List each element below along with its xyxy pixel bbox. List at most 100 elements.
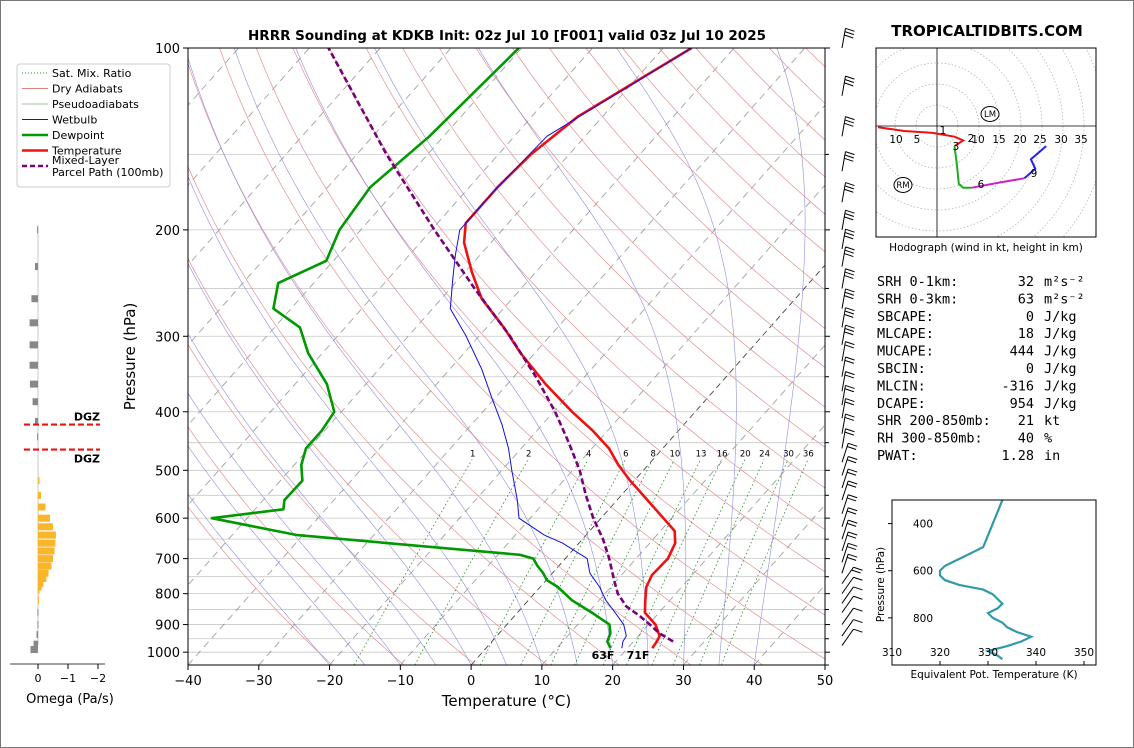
wind-barb-shaft <box>841 480 849 501</box>
wind-barb-flag <box>848 468 858 473</box>
wind-barb-flag <box>844 34 854 39</box>
omega-bar <box>38 514 50 522</box>
wind-barb-shaft <box>841 494 849 514</box>
hodograph-ring-label: 5 <box>914 134 921 146</box>
wind-barb-shaft <box>841 576 854 594</box>
mixing-ratio-label: 36 <box>803 450 814 460</box>
legend-label-line: Wetbulb <box>52 114 97 127</box>
x-tick-label: 30 <box>675 674 692 689</box>
dry-adiabat <box>439 48 825 448</box>
theta-e-x-label: Equivalent Pot. Temperature (K) <box>910 669 1077 681</box>
wind-barb-flag <box>844 119 855 124</box>
y-tick-label: 900 <box>155 619 180 634</box>
omega-bar <box>38 477 40 485</box>
surface-temp-label: 71F <box>627 649 650 662</box>
wind-barb-flag <box>844 79 855 83</box>
theta-e-panel: 310 320 330 340 350 400 600 800 Equivalent Pot. … <box>875 499 1097 681</box>
dry-adiabat <box>188 343 476 665</box>
wind-barb-shaft <box>841 519 849 540</box>
omega-bar <box>38 547 55 555</box>
theta-e-x-tick-label: 330 <box>978 647 998 659</box>
wind-barb-shaft <box>841 341 846 362</box>
wind-barb-shaft <box>841 398 846 419</box>
pseudoadiabat <box>188 493 330 665</box>
wind-barb-flag <box>845 209 855 214</box>
mixing-ratio-label: 30 <box>783 450 794 460</box>
wind-barb-flag <box>848 553 858 558</box>
wind-barb-shaft <box>841 468 849 489</box>
wind-barb-shaft <box>841 116 846 137</box>
omega-bar <box>33 640 38 648</box>
y-tick-label: 700 <box>155 553 180 568</box>
wind-barb-flag <box>844 122 854 127</box>
theta-e-x-tick-label: 310 <box>882 647 902 659</box>
wind-barb-flag <box>845 384 855 389</box>
dry-adiabat <box>329 48 825 573</box>
omega-bar <box>29 361 38 369</box>
wind-barb-flag <box>844 232 855 236</box>
wind-barb-flag <box>846 459 857 464</box>
x-tick-label: −30 <box>245 674 272 689</box>
wind-barb-flag <box>848 542 858 547</box>
wind-barb-flag <box>848 442 858 447</box>
wind-barb-shaft <box>841 28 846 49</box>
wind-barb-shaft <box>841 554 849 574</box>
pseudoadiabat <box>753 48 806 665</box>
omega-bar <box>38 580 44 588</box>
wind-barb-shaft <box>841 628 854 646</box>
hodograph-ring-label: 35 <box>1074 134 1087 146</box>
wind-barb-flag <box>851 569 861 574</box>
param-unit: % <box>1044 431 1052 447</box>
dgz-label: DGZ <box>74 411 100 424</box>
omega-bar <box>38 531 56 539</box>
hodograph-frame <box>875 47 1097 238</box>
wind-barb-flag <box>846 483 857 488</box>
wind-barb-shaft <box>841 371 846 392</box>
hodograph-panel: 10 5 10 15 20 25 30 35 1 23 6 9 LM RM Hodograph (wind … <box>875 47 1097 254</box>
omega-tick-label: −1 <box>60 672 76 685</box>
hodograph-ring-label: 10 <box>971 134 984 146</box>
isotherm-line <box>188 48 664 586</box>
theta-e-line <box>938 500 1035 660</box>
isotherm-line <box>188 48 523 426</box>
wind-barb-flag <box>845 324 855 329</box>
param-label: SBCAPE: <box>877 309 934 325</box>
dry-adiabat <box>292 48 825 616</box>
isotherm-line <box>188 48 593 506</box>
wind-barb-shaft <box>841 151 846 172</box>
wind-barb-flag <box>848 480 858 485</box>
pseudoadiabat <box>188 333 436 665</box>
mixing-ratio-label: 16 <box>717 450 728 460</box>
hodograph-height-label: 6 <box>978 179 985 191</box>
legend-label-line: Dewpoint <box>52 129 105 142</box>
legend-label: Mixed-Layer Parcel Path (100mb) <box>52 154 163 179</box>
wind-barbs <box>841 27 863 646</box>
param-label: MUCAPE: <box>877 344 934 360</box>
omega-bar <box>29 341 38 349</box>
legend-label: Temperature <box>51 145 122 158</box>
wind-barb-flag <box>853 628 863 633</box>
isotherm-line <box>329 104 825 665</box>
param-value: 40 <box>1018 431 1034 447</box>
pseudoadiabat <box>188 56 543 665</box>
wind-barb-shaft <box>841 210 846 230</box>
wind-barb-flag <box>844 310 855 315</box>
mixing-ratio-line <box>414 459 529 665</box>
dry-adiabat <box>512 48 825 368</box>
x-tick-label: 40 <box>746 674 763 689</box>
wind-barb-shaft <box>841 543 849 563</box>
wind-barb-flag <box>845 151 855 156</box>
wind-barb-shaft <box>841 428 846 449</box>
wind-barb-shaft <box>841 507 849 527</box>
param-label: MLCAPE: <box>877 326 934 342</box>
wind-barb-flag <box>844 271 855 276</box>
param-label: RH 300-850mb: <box>877 431 983 447</box>
wind-barb-flag <box>844 249 855 254</box>
isotherm-line <box>188 48 735 665</box>
wind-barb-flag <box>845 341 855 346</box>
skew-t-plot-area: 1 2 4 6 8 10 13 16 20 24 30 36 <box>188 48 825 665</box>
wind-barb-flag <box>844 388 855 393</box>
pseudoadiabat <box>233 48 578 665</box>
legend-label-line: Sat. Mix. Ratio <box>52 67 132 80</box>
mixing-ratio-label: 20 <box>740 450 751 460</box>
